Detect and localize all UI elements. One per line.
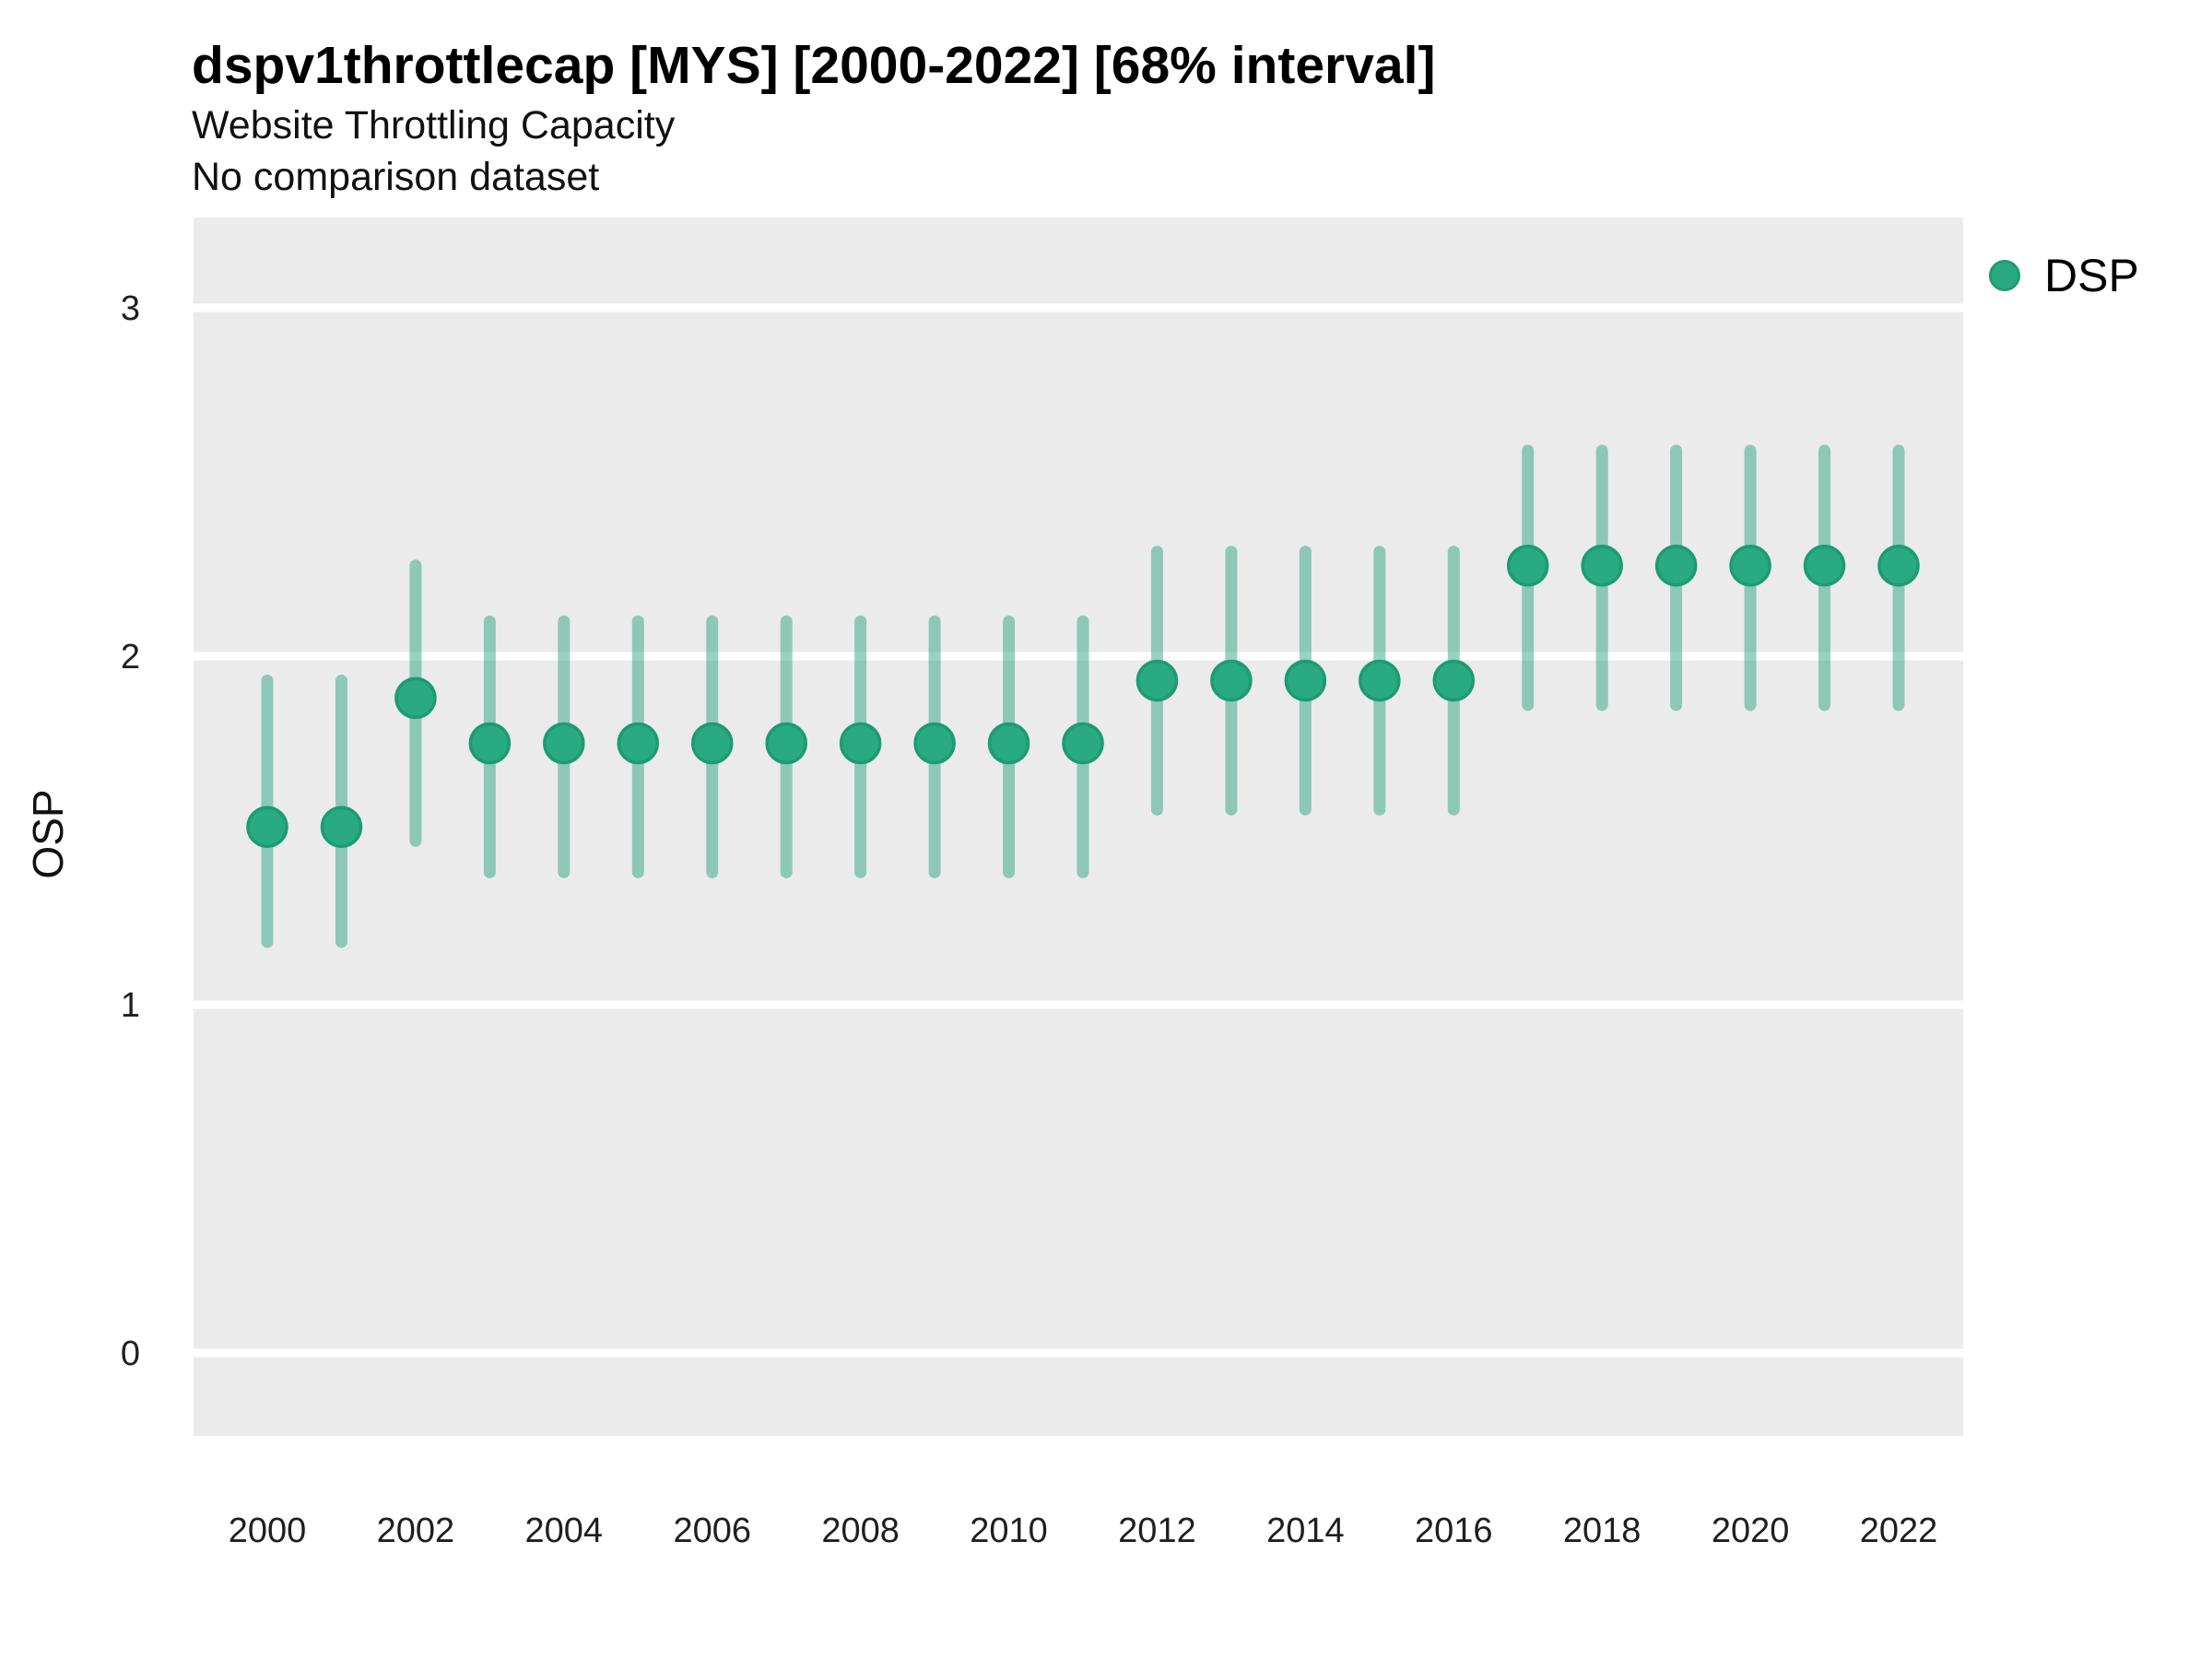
data-point — [1729, 544, 1771, 587]
y-tick-label: 0 — [121, 1335, 140, 1373]
legend: DSP — [1989, 249, 2139, 302]
legend-label: DSP — [2044, 250, 2139, 301]
x-tick-label: 2014 — [1266, 1512, 1345, 1550]
x-tick-label: 2004 — [525, 1512, 604, 1550]
data-point — [1135, 659, 1179, 702]
data-point — [1284, 659, 1327, 702]
data-point — [690, 722, 734, 765]
data-point — [468, 722, 512, 765]
data-point — [1581, 544, 1623, 587]
panel-background — [194, 218, 1963, 1436]
data-point — [1210, 659, 1253, 702]
y-tick-label: 3 — [121, 289, 140, 328]
data-point — [1432, 659, 1476, 702]
chart-subtitle: Website Throttling Capacity — [192, 103, 676, 147]
x-tick-label: 2016 — [1415, 1512, 1493, 1550]
data-point — [394, 677, 437, 720]
data-point — [1062, 722, 1104, 765]
data-point — [1877, 544, 1920, 587]
chart-title: dspv1throttlecap [MYS] [2000-2022] [68% … — [192, 36, 1436, 95]
data-point — [1803, 544, 1846, 587]
data-point — [543, 722, 585, 765]
data-point — [1654, 544, 1698, 587]
x-tick-label: 2022 — [1860, 1512, 1938, 1550]
data-point — [1359, 659, 1401, 702]
data-point — [765, 722, 807, 765]
data-point — [987, 722, 1030, 765]
data-point — [839, 722, 882, 765]
chart-note: No comparison dataset — [192, 155, 600, 199]
y-tick-label: 1 — [121, 986, 140, 1025]
x-tick-label: 2012 — [1118, 1512, 1196, 1550]
x-tick-label: 2006 — [673, 1512, 751, 1550]
x-tick-label: 2002 — [377, 1512, 455, 1550]
x-tick-label: 2008 — [821, 1512, 900, 1550]
x-tick-label: 2018 — [1563, 1512, 1641, 1550]
x-tick-label: 2010 — [970, 1512, 1048, 1550]
y-tick-label: 2 — [121, 638, 140, 677]
data-point — [1506, 544, 1549, 587]
x-tick-label: 2020 — [1712, 1512, 1790, 1550]
data-point — [913, 722, 956, 765]
legend-point-icon — [1989, 260, 2020, 291]
data-point — [320, 806, 363, 848]
x-tick-label: 2000 — [229, 1512, 307, 1550]
data-point — [246, 806, 288, 848]
data-point — [617, 722, 660, 765]
